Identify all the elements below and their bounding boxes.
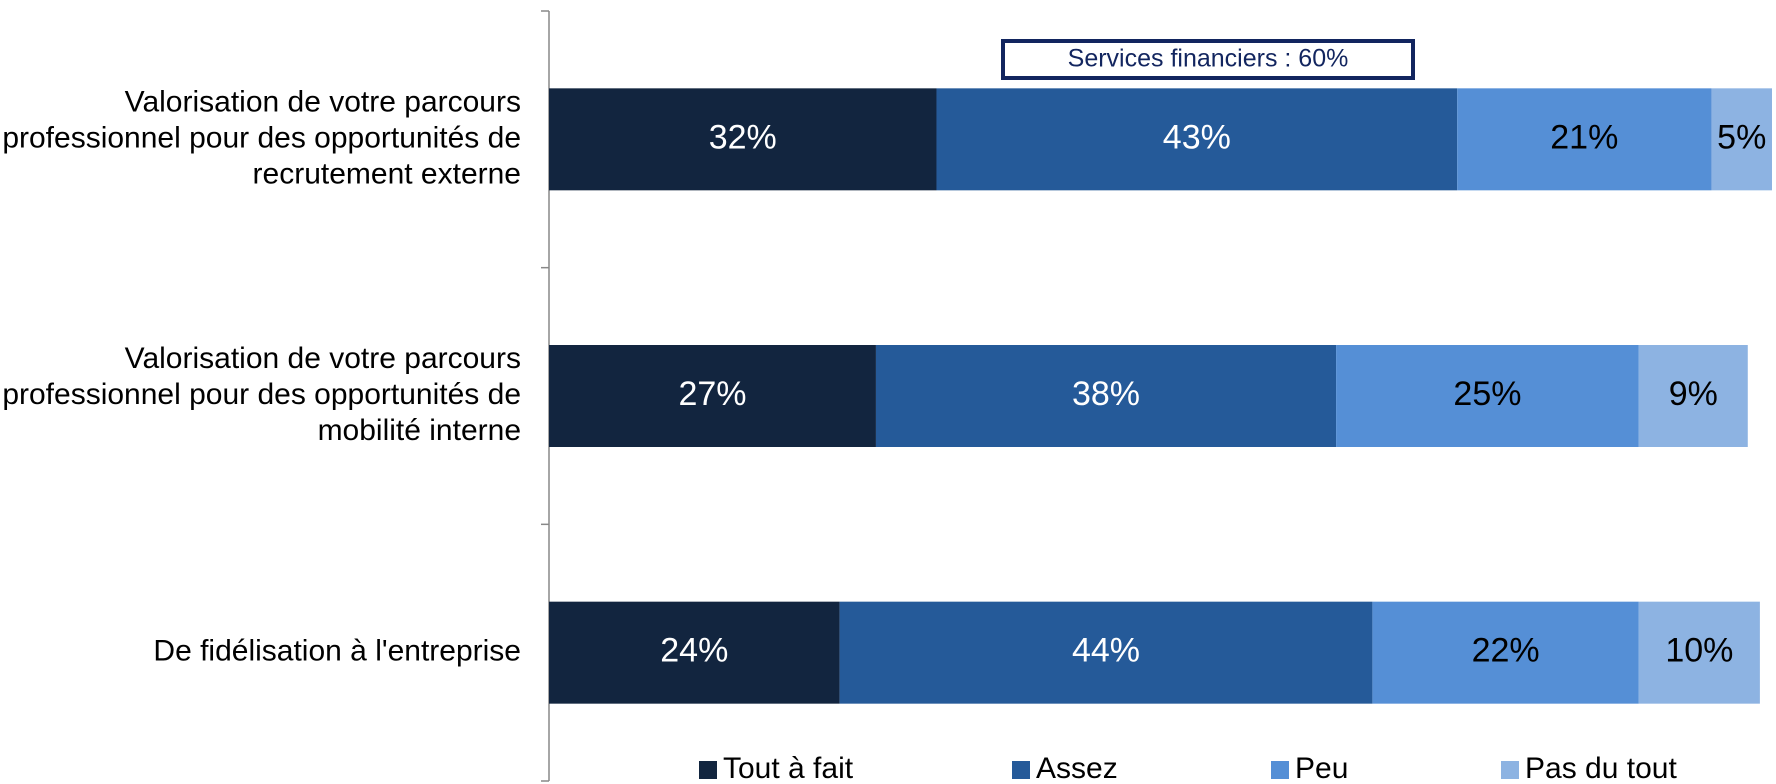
category-label: De fidélisation à l'entreprise bbox=[153, 635, 521, 668]
data-label: 24% bbox=[660, 632, 728, 670]
data-label: 21% bbox=[1550, 118, 1618, 156]
category-label-line: Valorisation de votre parcours bbox=[125, 342, 521, 375]
data-label: 27% bbox=[678, 375, 746, 413]
bar-segment bbox=[1457, 88, 1712, 191]
legend-label: Peu bbox=[1295, 752, 1348, 784]
data-label: 5% bbox=[1717, 118, 1766, 156]
data-label: 22% bbox=[1472, 632, 1540, 670]
annotation-box bbox=[1001, 39, 1415, 80]
bar-segment bbox=[1638, 601, 1760, 704]
bar-segment bbox=[839, 601, 1373, 704]
legend-swatch bbox=[1012, 761, 1030, 779]
legend-swatch bbox=[699, 761, 717, 779]
data-label: 32% bbox=[709, 118, 777, 156]
data-label: 44% bbox=[1072, 632, 1140, 670]
data-label: 10% bbox=[1665, 632, 1733, 670]
data-label: 25% bbox=[1453, 375, 1521, 413]
legend-swatch bbox=[1501, 761, 1519, 779]
category-label-line: professionnel pour des opportunités de bbox=[2, 121, 521, 154]
legend-label: Pas du tout bbox=[1525, 752, 1677, 784]
bar-segment bbox=[1638, 345, 1748, 447]
legend-label: Assez bbox=[1036, 752, 1118, 784]
category-label: Valorisation de votre parcours profession… bbox=[2, 85, 521, 190]
bar-segment bbox=[549, 345, 876, 447]
bar-segment bbox=[549, 601, 840, 704]
category-label-line: De fidélisation à l'entreprise bbox=[153, 635, 521, 668]
bar-segment bbox=[549, 88, 937, 191]
annotation: Services financiers : 60% bbox=[1068, 45, 1349, 73]
bar-segment bbox=[936, 88, 1458, 191]
bar-segment bbox=[1711, 88, 1772, 191]
data-label: 43% bbox=[1163, 118, 1231, 156]
bar-segment bbox=[1372, 601, 1639, 704]
category-label-line: professionnel pour des opportunités de bbox=[2, 378, 521, 411]
data-label: 9% bbox=[1669, 375, 1718, 413]
category-label-line: Valorisation de votre parcours bbox=[125, 85, 521, 118]
category-label: Valorisation de votre parcours profession… bbox=[2, 342, 521, 447]
bar-segment bbox=[1336, 345, 1639, 447]
category-label-line: recrutement externe bbox=[253, 157, 521, 190]
data-label: 38% bbox=[1072, 375, 1140, 413]
legend-swatch bbox=[1271, 761, 1289, 779]
bar-segment bbox=[875, 345, 1337, 447]
category-label-line: mobilité interne bbox=[318, 414, 521, 447]
legend-label: Tout à fait bbox=[723, 752, 854, 784]
